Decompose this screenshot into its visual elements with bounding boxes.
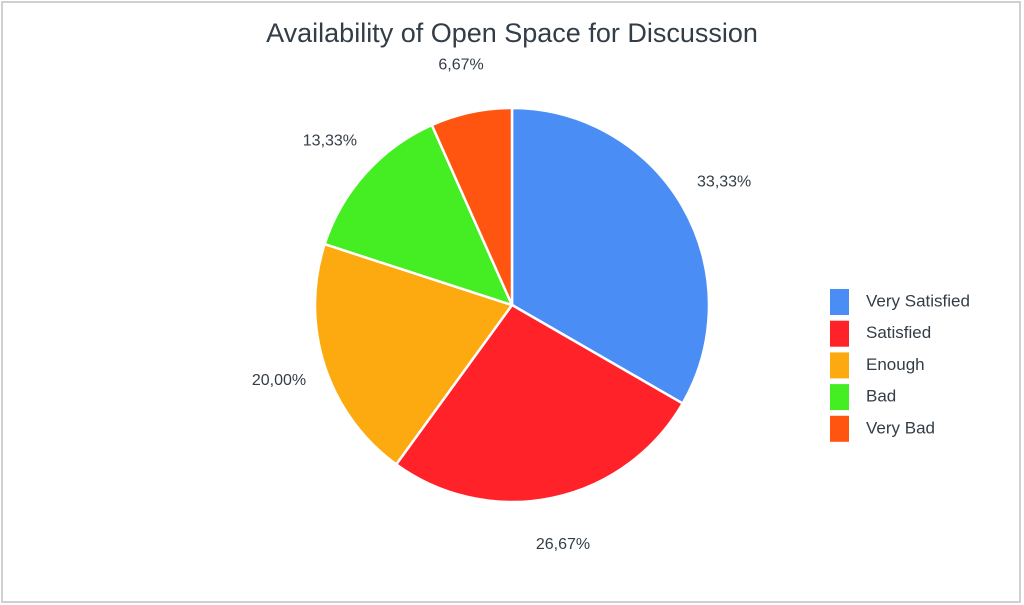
pie-slice bbox=[394, 303, 685, 504]
pie-slice bbox=[510, 106, 711, 406]
value-label: 6,67% bbox=[438, 57, 483, 74]
value-label: 33,33% bbox=[697, 174, 751, 191]
legend-label: Bad bbox=[866, 387, 896, 406]
legend-label: Satisfied bbox=[866, 323, 931, 342]
chart-title: Availability of Open Space for Discussio… bbox=[266, 18, 758, 48]
value-label: 26,67% bbox=[536, 536, 590, 553]
value-label: 20,00% bbox=[252, 372, 306, 389]
legend-swatch bbox=[830, 384, 849, 411]
legend-swatch bbox=[830, 320, 849, 347]
value-label: 13,33% bbox=[303, 132, 357, 149]
pie-slice bbox=[313, 242, 515, 467]
pie-slice bbox=[430, 106, 514, 306]
pie-slice bbox=[323, 123, 515, 308]
legend-swatch bbox=[830, 289, 849, 315]
legend-swatch bbox=[830, 415, 849, 442]
legend-label: Very Satisfied bbox=[866, 291, 970, 310]
legend-swatch bbox=[830, 352, 849, 379]
legend-label: Enough bbox=[866, 355, 925, 374]
legend-label: Very Bad bbox=[866, 418, 935, 437]
